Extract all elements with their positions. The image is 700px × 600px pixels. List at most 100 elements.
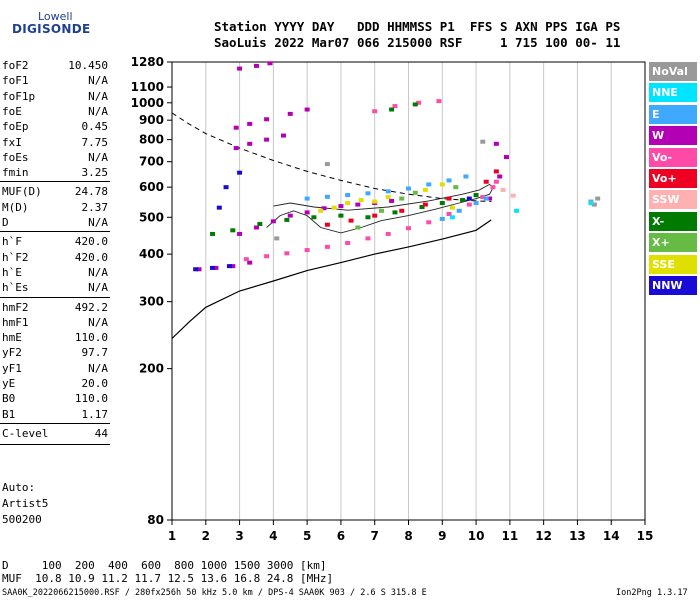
- x-tick-label: 8: [404, 529, 412, 543]
- data-point-w: [497, 174, 503, 179]
- param-value: 7.75: [81, 135, 109, 149]
- data-point-sse: [422, 187, 428, 192]
- param-value: N/A: [88, 216, 108, 229]
- data-point-w: [267, 61, 273, 66]
- x-tick-label: 3: [235, 529, 243, 543]
- param-key: M(D): [2, 200, 29, 214]
- param-key: C-level: [2, 426, 49, 440]
- data-point-w: [247, 141, 253, 146]
- data-point-w: [237, 66, 243, 71]
- data-point-w: [213, 265, 219, 270]
- data-point-vo: [422, 202, 428, 207]
- x-tick-label: 13: [569, 529, 586, 543]
- param-key: h`E: [2, 265, 22, 279]
- data-point-nnw: [193, 267, 199, 272]
- data-point-nnw: [226, 264, 232, 269]
- y-tick-label: 1100: [131, 80, 164, 94]
- param-key: h`F2: [2, 250, 29, 264]
- data-point-w: [321, 206, 327, 211]
- param-key: foF2: [2, 59, 29, 72]
- data-point-sse: [331, 205, 337, 210]
- data-point-vo: [243, 257, 249, 262]
- param-key: hmF1: [2, 315, 29, 329]
- param-row: hmE 110.0: [2, 330, 108, 345]
- data-point-x: [392, 210, 398, 215]
- data-point-w: [503, 155, 509, 160]
- data-point-vo: [399, 208, 405, 213]
- param-value: 3.25: [81, 166, 109, 180]
- data-point-sse: [385, 195, 391, 200]
- data-point-w: [493, 141, 499, 146]
- data-point-x: [399, 196, 405, 201]
- data-point-w: [237, 231, 243, 236]
- data-point-w: [264, 137, 270, 142]
- data-point-e: [324, 194, 330, 199]
- y-tick-label: 600: [139, 180, 164, 194]
- data-point-vo: [372, 213, 378, 218]
- param-row: yE 20.0: [2, 376, 108, 391]
- y-tick-label: 900: [139, 113, 164, 127]
- data-point-w: [389, 198, 395, 203]
- param-row: foE N/A: [2, 104, 108, 119]
- data-point-x: [257, 222, 263, 227]
- data-point-vo: [426, 220, 432, 225]
- param-key: fmin: [2, 166, 29, 180]
- data-point-w: [233, 125, 239, 130]
- param-key: foF1p: [2, 89, 36, 103]
- y-tick-label: 700: [139, 155, 164, 169]
- data-point-x: [284, 217, 290, 222]
- param-value: 44: [94, 426, 108, 440]
- data-point-w: [487, 196, 493, 201]
- data-point-noval: [274, 236, 280, 241]
- data-point-nnw: [223, 185, 229, 190]
- data-point-x: [355, 225, 361, 230]
- legend-item-vo: Vo+: [649, 169, 697, 188]
- data-point-nnw: [210, 265, 216, 270]
- param-value: 2.37: [81, 200, 109, 214]
- param-value: 20.0: [81, 377, 109, 390]
- data-point-sse: [372, 199, 378, 204]
- data-point-e: [365, 191, 371, 196]
- param-row: foF1 N/A: [2, 73, 108, 88]
- param-row: fxI 7.75: [2, 135, 108, 150]
- x-tick-label: 7: [371, 529, 379, 543]
- data-point-vo: [446, 196, 452, 201]
- data-point-e: [345, 193, 351, 198]
- y-tick-label: 500: [139, 210, 164, 224]
- param-value: N/A: [88, 265, 108, 279]
- legend-item-nnw: NNW: [649, 276, 697, 295]
- data-point-w: [233, 146, 239, 151]
- param-value: 97.7: [81, 346, 109, 360]
- data-point-vo: [372, 109, 378, 114]
- auto-label: Auto:: [2, 481, 36, 494]
- data-point-sse: [439, 182, 445, 187]
- data-point-w: [247, 121, 253, 126]
- data-point-x: [365, 215, 371, 220]
- data-point-x: [389, 107, 395, 112]
- y-tick-label: 80: [147, 513, 164, 527]
- y-tick-label: 400: [139, 247, 164, 261]
- data-point-vo: [284, 251, 290, 256]
- muf-dashed-line: [171, 112, 492, 202]
- param-value: N/A: [88, 104, 108, 118]
- x-tick-label: 12: [535, 529, 552, 543]
- param-key: foEs: [2, 150, 29, 164]
- param-row: B0 110.0: [2, 391, 108, 406]
- footer-muf-line: MUF 10.8 10.9 11.2 11.7 12.5 13.6 16.8 2…: [2, 572, 334, 585]
- data-point-vo: [392, 104, 398, 109]
- data-point-e: [385, 189, 391, 194]
- data-point-sse: [449, 205, 455, 210]
- footer-distance-line: D 100 200 400 600 800 1000 1500 3000 [km…: [2, 559, 327, 572]
- param-value: N/A: [88, 74, 108, 88]
- param-row: h`Es N/A: [2, 280, 108, 295]
- data-point-nnw: [216, 205, 222, 210]
- data-point-w: [253, 63, 259, 68]
- x-tick-label: 9: [438, 529, 446, 543]
- legend-item-vo: Vo-: [649, 147, 697, 167]
- panel-separator: [0, 444, 110, 446]
- legend-item-ssw: SSW: [649, 190, 697, 210]
- legend-item-x: X-: [649, 211, 697, 231]
- data-point-w: [304, 107, 310, 112]
- x-tick-label: 14: [603, 529, 620, 543]
- x-tick-label: 5: [303, 529, 311, 543]
